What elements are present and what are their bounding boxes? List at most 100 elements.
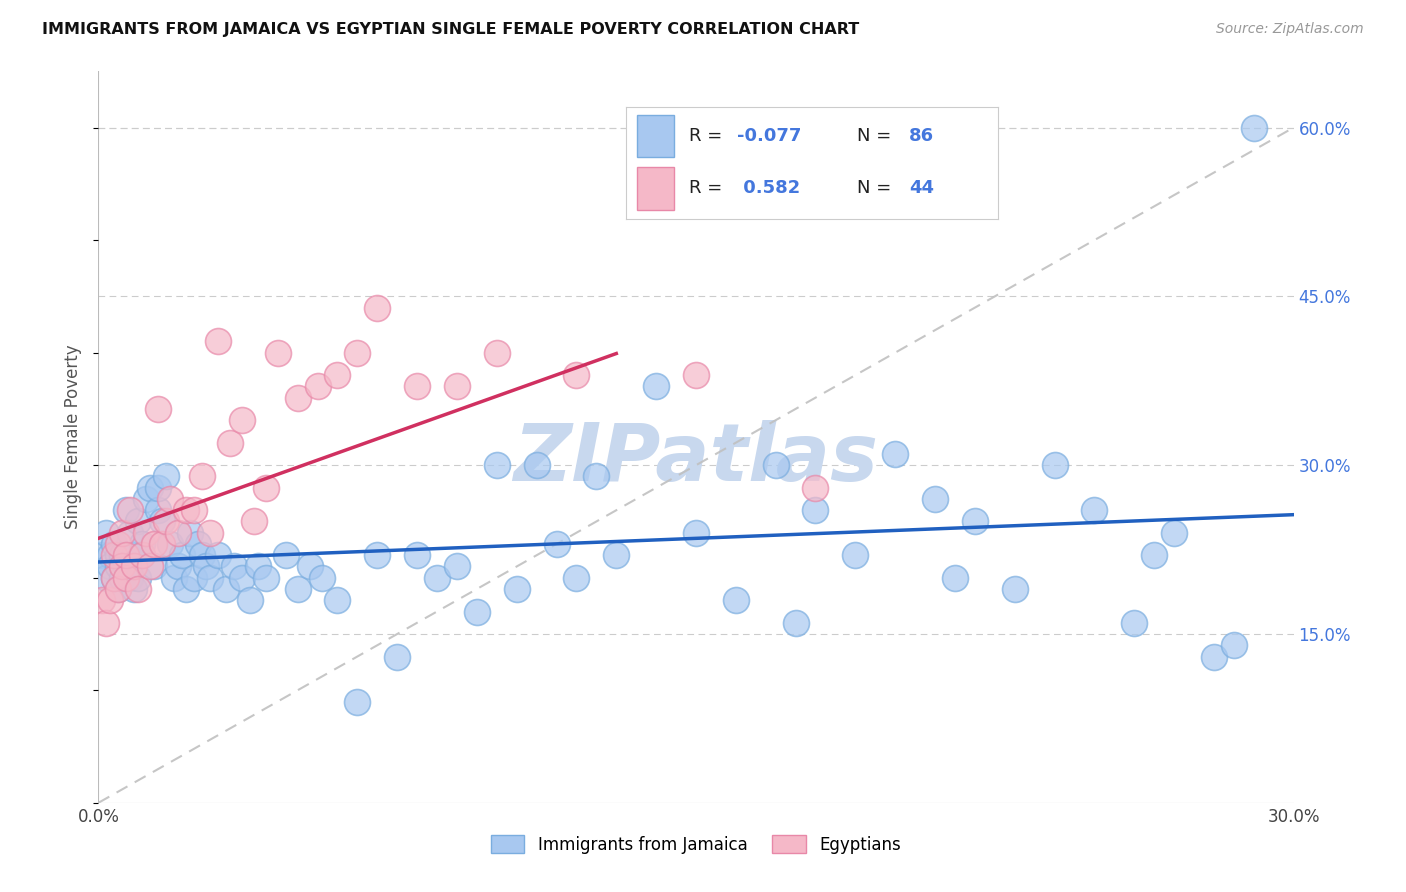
- Point: [115, 571, 138, 585]
- Point: [155, 515, 177, 529]
- Point: [346, 694, 368, 708]
- Point: [963, 515, 986, 529]
- Point: [148, 503, 170, 517]
- Point: [107, 559, 129, 574]
- Point: [131, 548, 153, 562]
- Point: [148, 481, 170, 495]
- Point: [585, 469, 607, 483]
- Point: [198, 525, 221, 540]
- Point: [124, 582, 146, 596]
- Point: [115, 559, 138, 574]
- Point: [366, 548, 388, 562]
- Point: [179, 525, 201, 540]
- Point: [446, 559, 468, 574]
- Point: [406, 548, 429, 562]
- Point: [120, 503, 142, 517]
- Point: [219, 435, 242, 450]
- Point: [231, 571, 253, 585]
- Point: [107, 537, 129, 551]
- Point: [346, 345, 368, 359]
- Point: [943, 571, 966, 585]
- Bar: [637, 115, 673, 157]
- Text: -0.077: -0.077: [738, 127, 801, 145]
- Point: [98, 593, 122, 607]
- Point: [148, 401, 170, 416]
- Point: [124, 559, 146, 574]
- Point: [111, 571, 134, 585]
- Point: [124, 548, 146, 562]
- Point: [167, 525, 190, 540]
- Point: [287, 582, 309, 596]
- Text: IMMIGRANTS FROM JAMAICA VS EGYPTIAN SINGLE FEMALE POVERTY CORRELATION CHART: IMMIGRANTS FROM JAMAICA VS EGYPTIAN SING…: [42, 22, 859, 37]
- Point: [546, 537, 568, 551]
- Point: [96, 525, 118, 540]
- Point: [222, 559, 245, 574]
- Point: [159, 537, 181, 551]
- Point: [243, 515, 266, 529]
- Point: [1223, 638, 1246, 652]
- Point: [174, 503, 197, 517]
- Point: [1123, 615, 1146, 630]
- Point: [103, 537, 125, 551]
- Point: [804, 481, 827, 495]
- Point: [465, 605, 488, 619]
- Point: [385, 649, 409, 664]
- Point: [307, 379, 329, 393]
- Point: [207, 334, 229, 349]
- Point: [605, 548, 627, 562]
- Point: [103, 571, 125, 585]
- Point: [111, 559, 134, 574]
- Point: [1043, 458, 1066, 473]
- Point: [135, 525, 157, 540]
- Point: [143, 559, 166, 574]
- Point: [143, 537, 166, 551]
- Point: [645, 379, 668, 393]
- Point: [96, 571, 118, 585]
- Text: 44: 44: [908, 179, 934, 197]
- Point: [139, 481, 162, 495]
- Point: [565, 368, 588, 383]
- Point: [107, 582, 129, 596]
- Point: [111, 525, 134, 540]
- Point: [172, 548, 194, 562]
- Point: [107, 548, 129, 562]
- Point: [96, 615, 118, 630]
- Point: [406, 379, 429, 393]
- Point: [131, 537, 153, 551]
- Point: [191, 469, 214, 483]
- Point: [150, 537, 173, 551]
- Point: [254, 571, 277, 585]
- Point: [526, 458, 548, 473]
- Point: [207, 548, 229, 562]
- Point: [120, 571, 142, 585]
- Point: [1202, 649, 1225, 664]
- Point: [298, 559, 321, 574]
- Point: [111, 548, 134, 562]
- Point: [231, 413, 253, 427]
- Point: [844, 548, 866, 562]
- Point: [924, 491, 946, 506]
- Point: [1163, 525, 1185, 540]
- Point: [685, 525, 707, 540]
- Point: [103, 571, 125, 585]
- Point: [174, 582, 197, 596]
- Point: [103, 548, 125, 562]
- Point: [191, 548, 214, 562]
- Point: [239, 593, 262, 607]
- Point: [326, 368, 349, 383]
- Bar: [637, 168, 673, 210]
- Point: [565, 571, 588, 585]
- Point: [198, 571, 221, 585]
- Point: [167, 559, 190, 574]
- Point: [127, 515, 149, 529]
- Point: [98, 559, 122, 574]
- Point: [159, 491, 181, 506]
- Text: 86: 86: [908, 127, 934, 145]
- Point: [139, 559, 162, 574]
- Point: [485, 345, 508, 359]
- Point: [187, 537, 209, 551]
- Point: [287, 391, 309, 405]
- Point: [1004, 582, 1026, 596]
- Point: [765, 458, 787, 473]
- Point: [120, 525, 142, 540]
